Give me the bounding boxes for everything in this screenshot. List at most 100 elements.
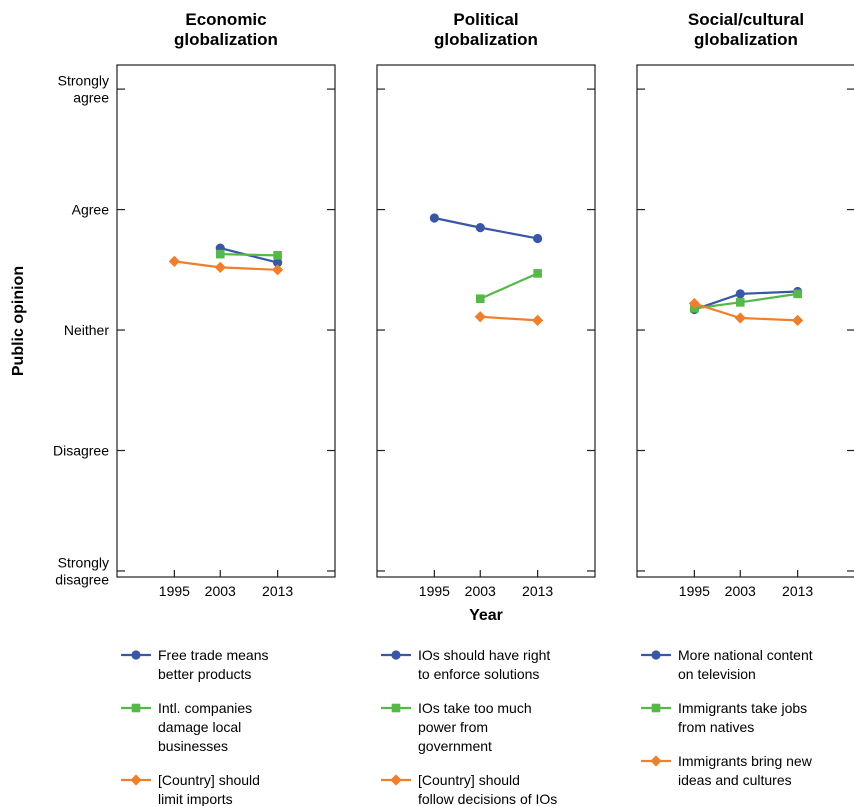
legend-label: Free trade means — [158, 647, 269, 663]
data-point — [533, 233, 543, 244]
y-tick-label: agree — [73, 90, 109, 106]
legend-entry: Intl. companies damage local businesses — [121, 700, 252, 754]
series-circle — [429, 213, 543, 244]
data-point — [793, 289, 802, 299]
legend-entry: IOs take too much power from government — [381, 700, 532, 754]
legend-entry: [Country] should limit imports — [121, 772, 260, 806]
y-tick-label: Neither — [64, 322, 109, 338]
series-square — [215, 249, 282, 260]
legend-marker — [651, 650, 661, 660]
x-tick-label: 2003 — [205, 583, 236, 599]
panel-title: globalization — [694, 30, 798, 49]
data-point — [688, 297, 700, 310]
legend-entry: Free trade means better products — [121, 647, 269, 682]
data-point — [273, 257, 283, 268]
x-tick-label: 2013 — [782, 583, 813, 599]
legend-marker — [391, 703, 401, 713]
legend-marker — [651, 703, 661, 713]
legend-label: Immigrants take jobs — [678, 700, 807, 716]
y-tick-label: disagree — [55, 571, 109, 587]
legend-label: IOs take too much — [418, 700, 532, 716]
legend-marker — [390, 774, 402, 786]
panel-title: Political — [453, 10, 518, 29]
x-tick-label: 1995 — [419, 583, 450, 599]
data-point — [533, 269, 542, 278]
data-point — [214, 261, 226, 273]
legend-label: ideas and cultures — [678, 772, 792, 788]
legend-entry: Immigrants take jobs from natives — [641, 700, 807, 735]
series-line — [220, 253, 278, 257]
legend-label: from natives — [678, 719, 754, 735]
legend-label: to enforce solutions — [418, 666, 539, 682]
data-point — [272, 264, 284, 276]
legend-panel-3: More national content on television Immigr… — [641, 647, 813, 788]
x-tick-label: 1995 — [679, 583, 710, 599]
series-diamond — [474, 311, 544, 326]
x-tick-label: 2013 — [262, 583, 293, 599]
legend-marker — [130, 774, 142, 786]
data-point — [215, 249, 225, 259]
plot-frame — [636, 64, 854, 578]
legend-label: on television — [678, 666, 756, 682]
series-square — [475, 269, 542, 304]
legend-panel-1: Free trade means better products Intl. com… — [121, 647, 269, 806]
legend-label: follow decisions of IOs — [418, 791, 557, 806]
legend-marker — [131, 650, 141, 660]
series-diamond — [168, 255, 284, 276]
data-point — [475, 294, 485, 304]
y-tick-label: Strongly — [58, 73, 109, 89]
plot-frame — [376, 64, 596, 578]
data-point — [168, 255, 180, 267]
legend-label: power from — [418, 719, 488, 735]
plot-frame — [116, 64, 336, 578]
y-tick-label: Agree — [72, 202, 110, 218]
legend-label: IOs should have right — [418, 647, 550, 663]
legend-label: Intl. companies — [158, 700, 252, 716]
series-line — [434, 216, 538, 240]
data-point — [734, 312, 746, 324]
legend-entry: IOs should have right to enforce solution… — [381, 647, 550, 682]
data-point — [475, 223, 485, 233]
y-tick-label: Disagree — [53, 443, 109, 459]
panel-title: globalization — [174, 30, 278, 49]
series-line — [174, 260, 278, 271]
series-line — [694, 292, 798, 310]
legend-marker — [131, 703, 141, 713]
x-tick-label: 2003 — [465, 583, 496, 599]
x-tick-label: 1995 — [159, 583, 190, 599]
series-diamond — [688, 297, 804, 326]
legend-marker — [391, 650, 401, 660]
legend-label: better products — [158, 666, 251, 682]
data-point — [792, 314, 804, 326]
x-tick-label: 2013 — [522, 583, 553, 599]
panel-title: Social/cultural — [688, 10, 804, 29]
panel-title: Economic — [185, 10, 266, 29]
legend-panel-2: IOs should have right to enforce solution… — [381, 647, 557, 806]
data-point — [735, 298, 745, 307]
data-point — [735, 289, 745, 299]
series-line — [479, 272, 539, 300]
legend-label: More national content — [678, 647, 813, 663]
legend-entry: Immigrants bring new ideas and cultures — [641, 753, 813, 788]
legend-label: businesses — [158, 738, 228, 754]
x-tick-label: 2003 — [725, 583, 756, 599]
legend-label: government — [418, 738, 492, 754]
legend-marker — [650, 755, 662, 767]
panel-title: globalization — [434, 30, 538, 49]
data-point — [429, 213, 439, 223]
legend-label: limit imports — [158, 791, 233, 806]
legend-label: damage local — [158, 719, 241, 735]
x-axis-title: Year — [469, 607, 503, 624]
legend-label: [Country] should — [158, 772, 260, 788]
data-point — [273, 251, 282, 260]
legend-label: Immigrants bring new — [678, 753, 813, 769]
y-axis-title: Public opinion — [10, 266, 27, 376]
data-point — [532, 314, 544, 326]
legend-label: [Country] should — [418, 772, 520, 788]
legend-entry: [Country] should follow decisions of IOs — [381, 772, 557, 806]
series-line — [480, 315, 538, 322]
